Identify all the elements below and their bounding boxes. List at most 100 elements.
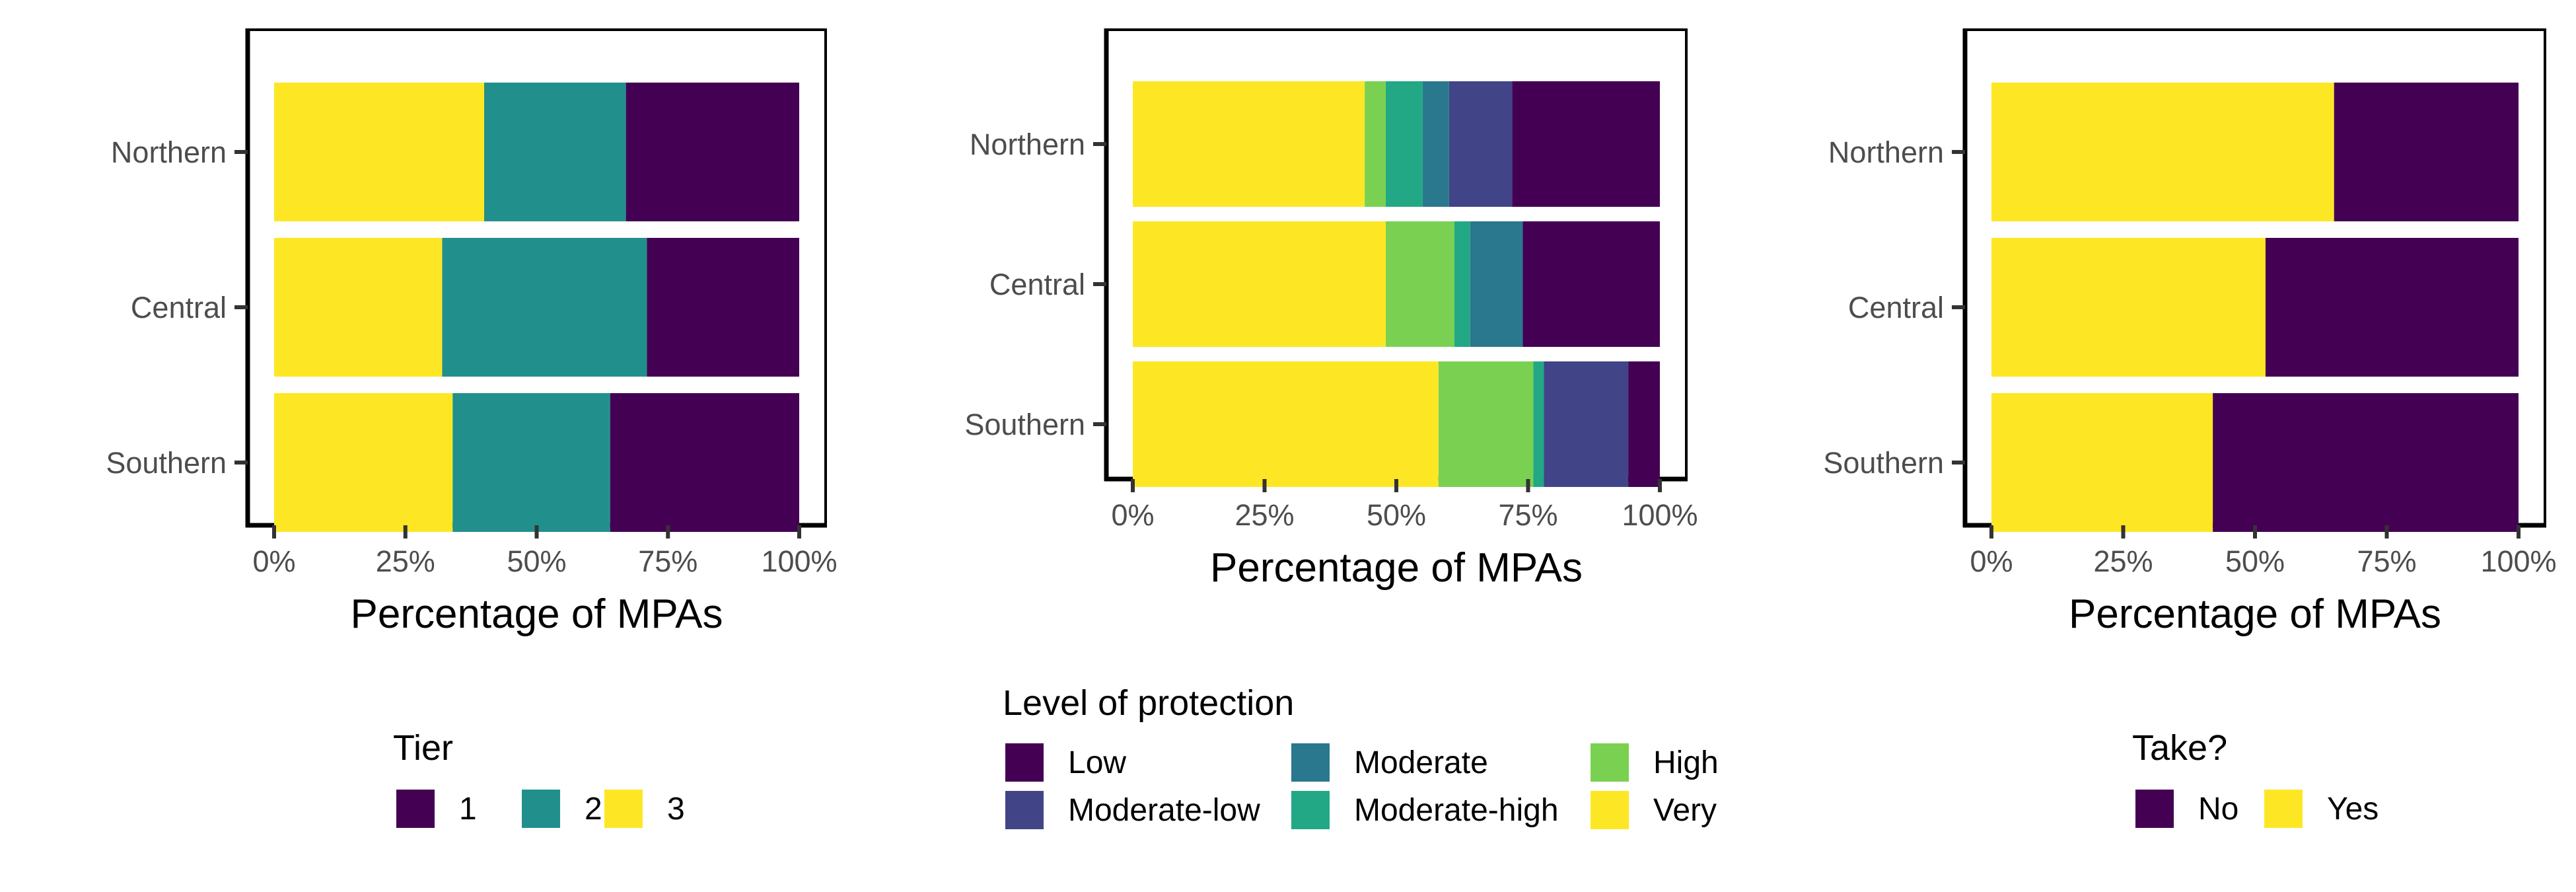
bar-southern-3 [274, 393, 453, 532]
y-tick-label: Central [1848, 291, 1944, 324]
bar-northern-moderate-high [1386, 81, 1423, 207]
legend-swatch [1005, 743, 1044, 782]
legend-label: Yes [2327, 792, 2379, 827]
x-tick-label: 100% [2480, 544, 2556, 578]
x-tick-label: 50% [1367, 498, 1426, 532]
legend-label: Moderate [1354, 745, 1488, 780]
bar-central-very [1133, 221, 1386, 347]
legend-item: No [2135, 790, 2238, 828]
bar-central-2 [442, 238, 647, 377]
legend-label: No [2198, 792, 2238, 827]
legend-swatch [396, 790, 435, 828]
legend-title: Level of protection [1003, 683, 1294, 723]
x-tick-label: 0% [1111, 498, 1154, 532]
bar-central-3 [274, 238, 443, 377]
bar-southern-yes [1991, 393, 2213, 532]
bar-central-no [2265, 238, 2519, 377]
x-axis-title: Percentage of MPAs [1210, 545, 1583, 591]
legend-item: Moderate-high [1291, 791, 1559, 829]
legend-item: 1 [396, 790, 477, 828]
bar-southern-2 [452, 393, 610, 532]
legend-label: 3 [667, 792, 685, 827]
bar-southern-moderate-high [1533, 361, 1544, 487]
legend-label: Moderate-high [1354, 793, 1559, 828]
legend-swatch [1291, 743, 1330, 782]
x-tick-label: 75% [2357, 544, 2416, 578]
legend-item: Moderate-low [1005, 791, 1260, 829]
y-tick-label: Southern [964, 408, 1085, 441]
bar-southern-low [1628, 361, 1660, 487]
bar-central-yes [1991, 238, 2266, 377]
y-tick-label: Southern [1823, 446, 1944, 480]
x-tick-label: 100% [1622, 498, 1698, 532]
legend-item: Very [1591, 791, 1717, 829]
legend-item: 3 [604, 790, 685, 828]
legend-label: Low [1068, 745, 1126, 780]
x-tick-label: 50% [2225, 544, 2285, 578]
y-tick-label: Northern [1828, 135, 1944, 169]
bar-southern-1 [610, 393, 799, 532]
x-tick-label: 75% [1498, 498, 1557, 532]
legend-swatch [1591, 743, 1629, 782]
bar-central-moderate-high [1454, 221, 1470, 347]
bar-southern-high [1438, 361, 1534, 487]
x-tick-label: 25% [376, 544, 435, 578]
bar-northern-no [2334, 83, 2519, 221]
chart-panel-3: Northern Central Southern 0% 25% 50% 75% 100% Pe… [1823, 28, 2557, 637]
y-tick-label: Southern [106, 446, 227, 480]
legend-label: 2 [585, 792, 602, 827]
legend-item: Moderate [1291, 743, 1488, 782]
legend-3: Take? No Yes [2132, 728, 2379, 828]
legend-swatch [2264, 790, 2303, 828]
bar-northern-moderate [1422, 81, 1449, 207]
y-tick-label: Central [989, 268, 1085, 301]
legend-title: Take? [2132, 728, 2227, 768]
legend-label: High [1653, 745, 1719, 780]
bar-central-high [1386, 221, 1454, 347]
legend-swatch [1005, 791, 1044, 829]
x-tick-label: 75% [638, 544, 698, 578]
legend-label: 1 [459, 792, 477, 827]
chart-panel-1: Northern Central Southern 0% 25% 50% 75% 100% Pe… [106, 28, 838, 637]
y-tick-label: Northern [111, 135, 227, 169]
chart-panel-2: Northern Central Southern 0% 25% 50% 75% 100% Pe… [964, 28, 1698, 591]
legend-label: Moderate-low [1068, 793, 1260, 828]
bar-northern-low [1512, 81, 1660, 207]
legend-item: Low [1005, 743, 1126, 782]
bar-southern-very [1133, 361, 1439, 487]
bar-northern-3 [274, 83, 484, 221]
x-tick-label: 100% [761, 544, 837, 578]
bar-southern-no [2213, 393, 2519, 532]
x-axis-title: Percentage of MPAs [350, 591, 723, 637]
x-tick-label: 0% [1970, 544, 2013, 578]
x-axis-title: Percentage of MPAs [2069, 591, 2441, 637]
legend-label: Very [1653, 793, 1717, 828]
bar-central-low [1522, 221, 1660, 347]
legend-swatch [604, 790, 643, 828]
x-tick-label: 0% [252, 544, 295, 578]
legend-item: 2 [522, 790, 602, 828]
legend-swatch [1291, 791, 1330, 829]
bar-central-1 [647, 238, 799, 377]
bar-northern-moderate-low [1449, 81, 1513, 207]
bar-northern-1 [626, 83, 799, 221]
x-tick-label: 25% [1234, 498, 1294, 532]
bar-northern-yes [1991, 83, 2334, 221]
legend-title: Tier [393, 728, 453, 768]
bar-northern-high [1365, 81, 1386, 207]
legend-swatch [522, 790, 560, 828]
bar-northern-very [1133, 81, 1365, 207]
bar-southern-moderate-low [1544, 361, 1629, 487]
legend-2: Level of protection Low Moderate-low Modera… [1003, 683, 1719, 829]
y-tick-label: Central [131, 291, 227, 324]
bar-northern-2 [484, 83, 626, 221]
y-tick-label: Northern [970, 128, 1085, 161]
x-tick-label: 50% [507, 544, 566, 578]
legend-item: High [1591, 743, 1719, 782]
legend-swatch [1591, 791, 1629, 829]
bar-central-moderate [1470, 221, 1523, 347]
legend-swatch [2135, 790, 2174, 828]
legend-item: Yes [2264, 790, 2379, 828]
